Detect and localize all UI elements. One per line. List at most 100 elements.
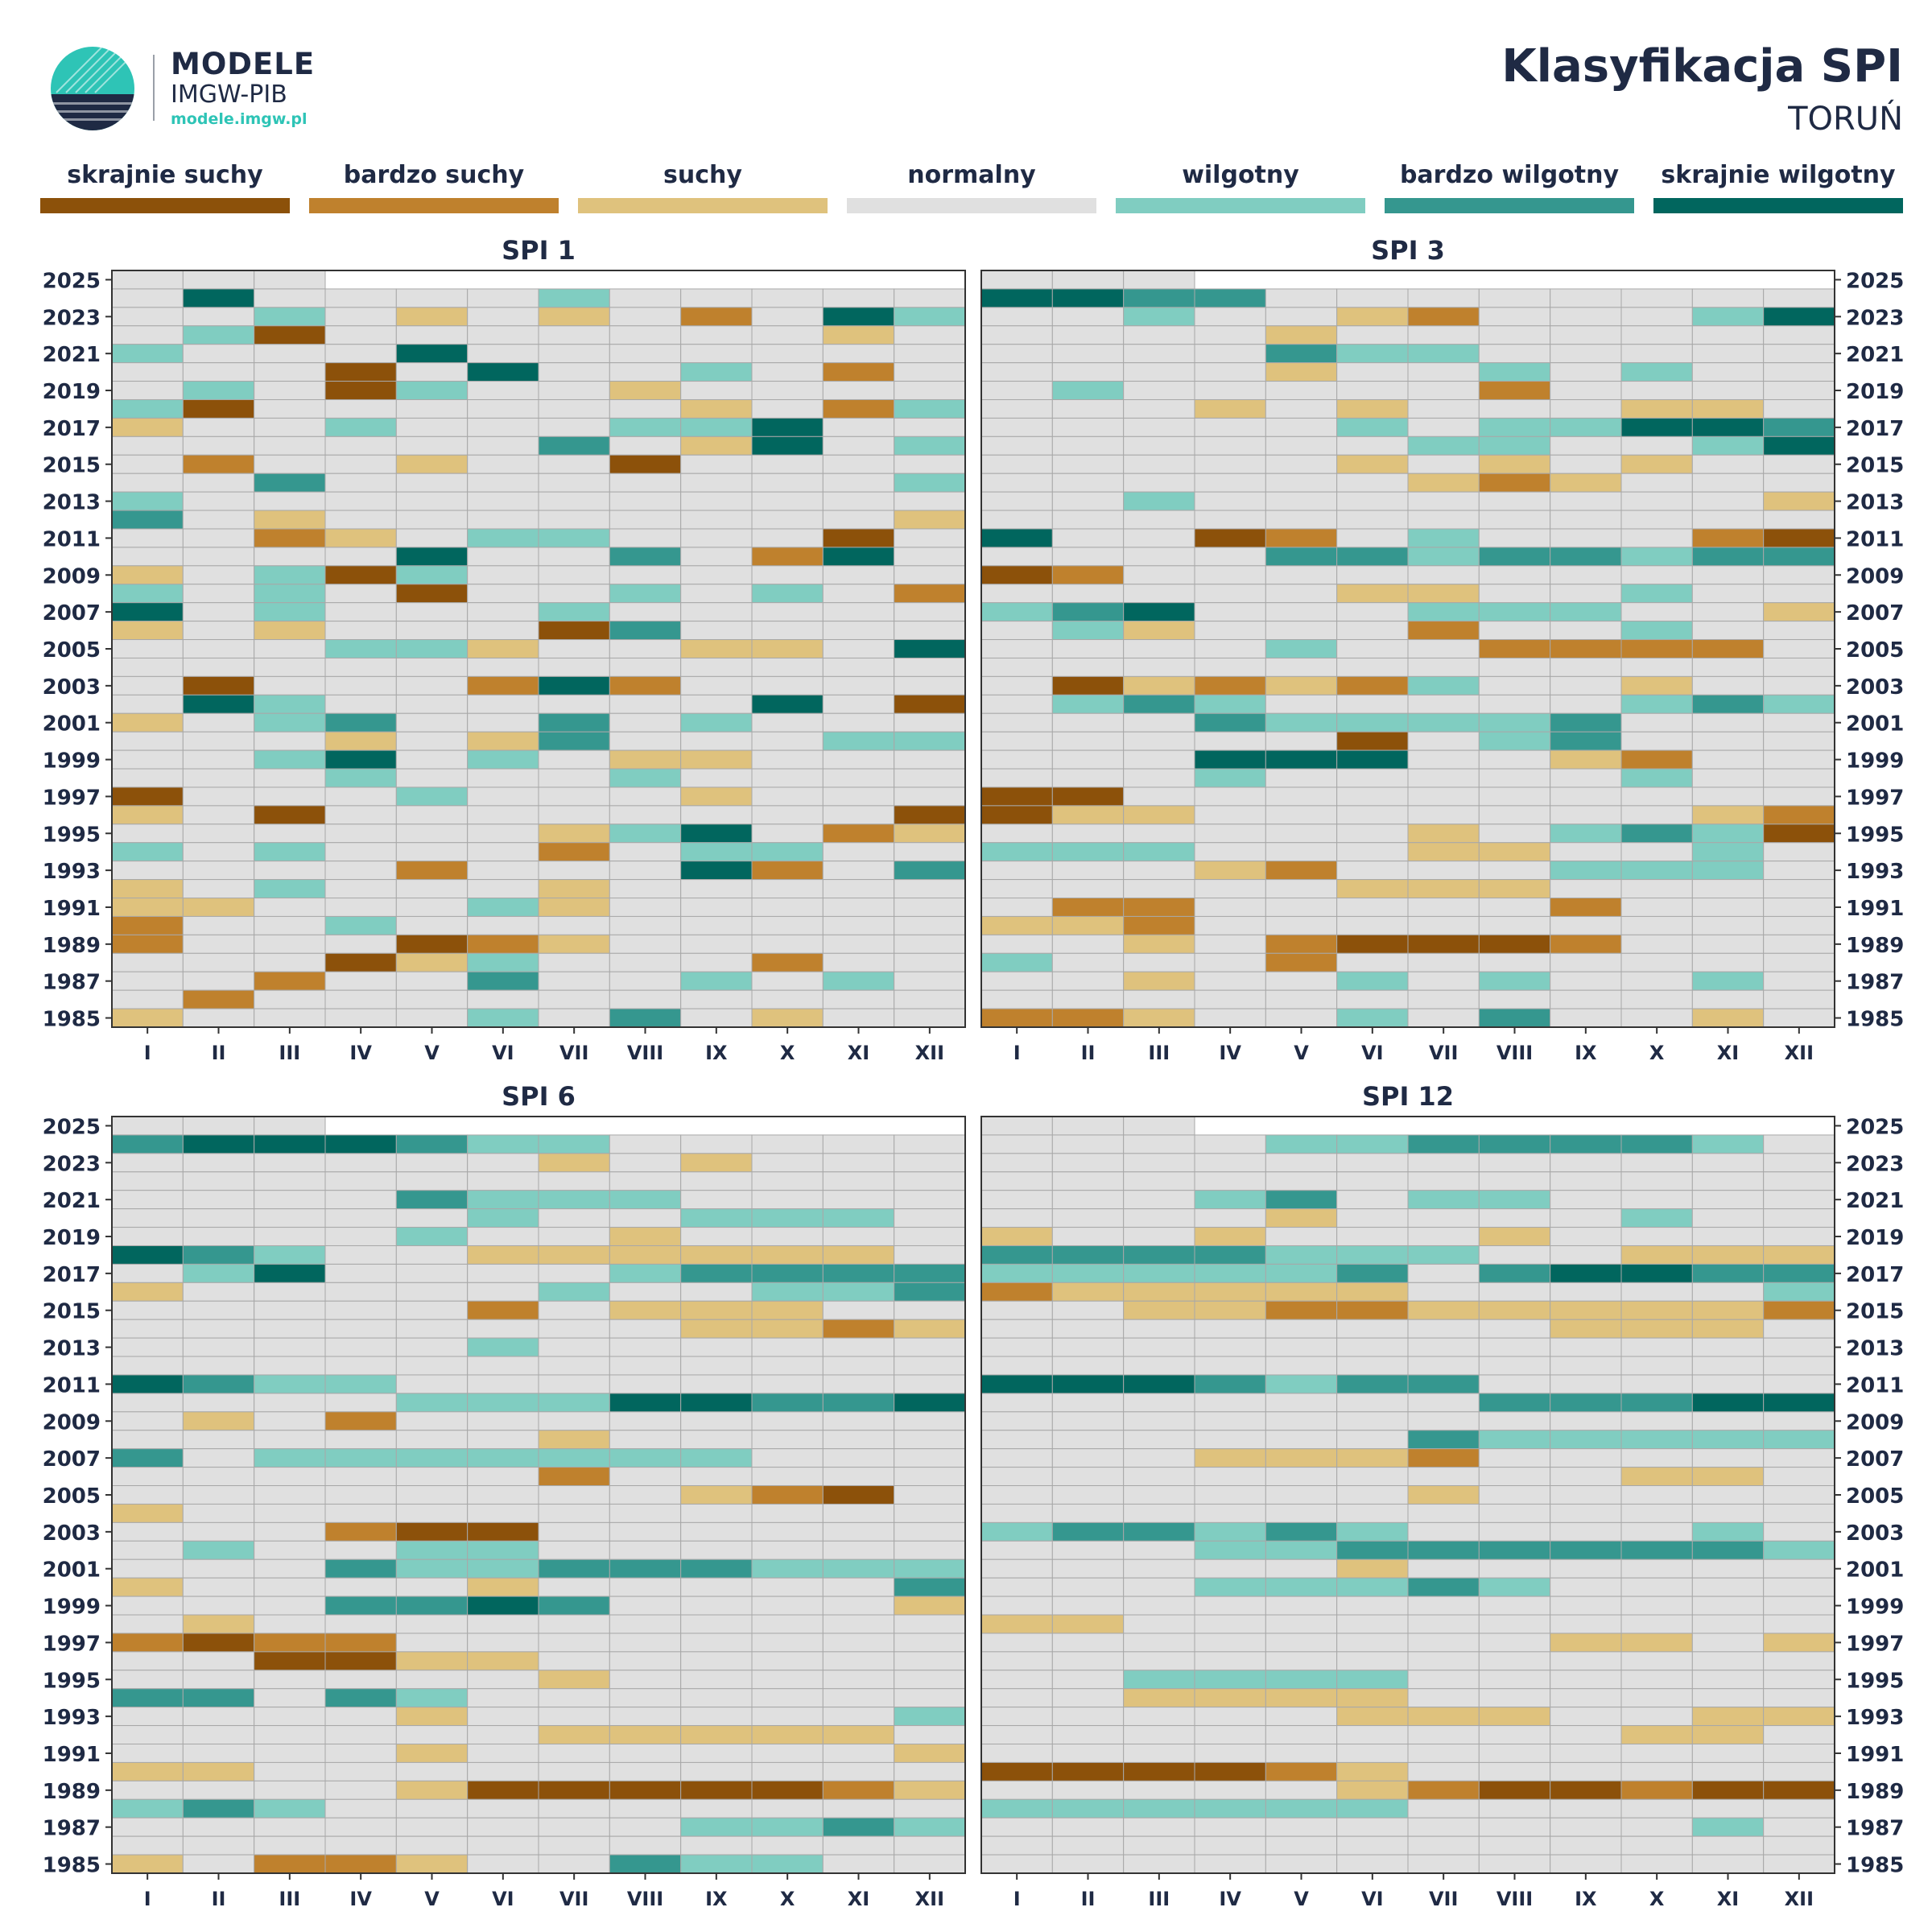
heatmap-cell (1478, 639, 1551, 658)
heatmap-cell (111, 1337, 184, 1357)
heatmap-cell (1123, 861, 1195, 881)
heatmap-cell (894, 1282, 966, 1302)
heatmap-cell (111, 1817, 184, 1837)
heatmap-cell (1478, 1411, 1551, 1431)
heatmap-cell (1051, 1744, 1125, 1763)
x-tick-label: IX (1575, 1042, 1597, 1064)
heatmap-cell (1407, 712, 1480, 733)
heatmap-cell (1478, 1688, 1551, 1708)
heatmap-cell (980, 1744, 1053, 1763)
heatmap-cell (395, 1596, 469, 1616)
heatmap-cell (609, 1521, 682, 1542)
heatmap-cell (111, 1761, 184, 1781)
heatmap-cell (324, 1134, 397, 1154)
heatmap-cell (980, 1817, 1053, 1837)
heatmap-cell (1478, 491, 1551, 511)
heatmap-cell (1336, 1300, 1409, 1320)
heatmap-cell (1051, 473, 1125, 493)
heatmap-cell (751, 786, 824, 807)
heatmap-cell (1478, 1596, 1551, 1616)
heatmap-cell (1620, 1558, 1693, 1579)
heatmap-cell (1478, 1430, 1551, 1450)
heatmap-cell (1478, 1633, 1551, 1653)
heatmap-cell (324, 861, 397, 881)
y-tick-label: 2023 (43, 306, 101, 330)
heatmap-cell (1336, 1263, 1409, 1283)
heatmap-cell (1478, 344, 1551, 364)
heatmap-cell (751, 805, 824, 825)
heatmap-cell (395, 1245, 469, 1265)
heatmap-cell (324, 491, 397, 511)
heatmap-cell (1550, 1467, 1622, 1487)
heatmap-cell (111, 694, 184, 714)
heatmap-cell (1194, 621, 1266, 641)
heatmap-cell (1123, 1263, 1195, 1283)
heatmap-cell (1550, 547, 1622, 567)
x-tick-label: III (1148, 1042, 1170, 1064)
heatmap-cell (1123, 1633, 1195, 1653)
heatmap-cell (1550, 1227, 1622, 1246)
heatmap-cell (1691, 565, 1765, 585)
heatmap-cell (822, 1134, 895, 1154)
heatmap-cell (1194, 1633, 1266, 1653)
heatmap-cell (1550, 602, 1622, 622)
heatmap-cell (609, 1153, 682, 1173)
heatmap-cell (1407, 547, 1480, 567)
heatmap-cell (1123, 1282, 1195, 1302)
heatmap-cell (324, 381, 397, 400)
heatmap-cell (1550, 1633, 1622, 1653)
heatmap-cell (609, 621, 682, 641)
heatmap-cell (894, 861, 966, 881)
heatmap-cell (1763, 602, 1835, 622)
heatmap-cell (111, 1521, 184, 1542)
heatmap-cell (395, 1319, 469, 1339)
heatmap-cell (1051, 1503, 1125, 1523)
heatmap-cell (1691, 1835, 1765, 1856)
heatmap-cell (467, 362, 539, 382)
heatmap-cell (1620, 1780, 1693, 1800)
heatmap-cell (182, 307, 255, 327)
y-tick-label: 2005 (1846, 638, 1904, 663)
heatmap-cell (1763, 786, 1835, 807)
y-tick-label: 1997 (1846, 786, 1904, 810)
imgw-logo (48, 44, 137, 136)
heatmap-cell (822, 786, 895, 807)
heatmap-cell (822, 1577, 895, 1597)
heatmap-cell (1265, 528, 1338, 548)
heatmap-cell (1123, 1725, 1195, 1745)
heatmap-cell (609, 1614, 682, 1634)
heatmap-cell (467, 1854, 539, 1874)
heatmap-cell (538, 602, 610, 622)
heatmap-cell (182, 639, 255, 658)
heatmap-cell (1051, 675, 1125, 696)
heatmap-cell (1620, 344, 1693, 364)
heatmap-cell (538, 1171, 610, 1191)
heatmap-cell (1691, 454, 1765, 474)
heatmap-cell (538, 344, 610, 364)
heatmap-cell (467, 344, 539, 364)
heatmap-cell (1691, 1300, 1765, 1320)
y-tick-label: 2005 (43, 1484, 101, 1509)
heatmap-cell (111, 1208, 184, 1228)
heatmap-cell (1407, 1171, 1480, 1191)
x-tick-label: II (212, 1042, 226, 1064)
heatmap-cell (1407, 842, 1480, 862)
heatmap-cell (1265, 1835, 1338, 1856)
heatmap-cell (1336, 565, 1409, 585)
heatmap-cell (1336, 675, 1409, 696)
heatmap-cell (1051, 731, 1125, 751)
heatmap-cell (894, 675, 966, 696)
heatmap-cell (1478, 1282, 1551, 1302)
heatmap-cell (1051, 768, 1125, 788)
heatmap-cell (1336, 602, 1409, 622)
heatmap-cell (182, 1761, 255, 1781)
heatmap-cell (1407, 473, 1480, 493)
heatmap-cell (182, 1780, 255, 1800)
heatmap-cell (1194, 861, 1266, 881)
heatmap-cell (1051, 1688, 1125, 1708)
heatmap-cell (538, 1227, 610, 1246)
heatmap-cell (254, 786, 326, 807)
heatmap-cell (822, 1171, 895, 1191)
heatmap-cell (1691, 491, 1765, 511)
